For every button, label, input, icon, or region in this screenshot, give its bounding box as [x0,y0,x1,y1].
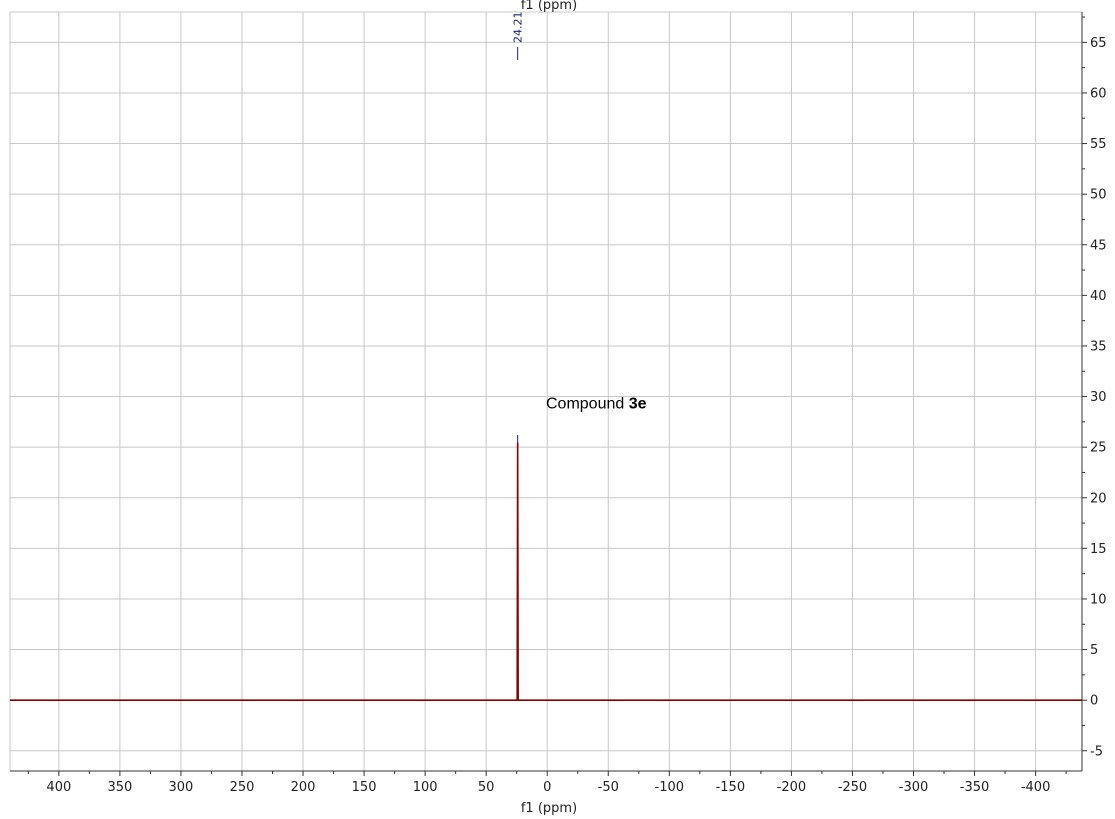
y-axis: ‐5 0 5 10 15 20 25 30 35 40 45 50 55 60 65 [1082,16,1107,759]
x-tick-label: 50 [478,780,495,795]
peak-annotation: 24.21 [512,12,525,444]
x-tick-label: 0 [543,780,551,795]
x-tick-label: 100 [413,780,438,795]
x-tick-label: 300 [169,780,194,795]
spectrum-line [10,442,1082,701]
x-tick-label: ‐400 [1021,780,1051,795]
spectrum-series [10,442,1082,701]
y-tick-label: 50 [1090,188,1107,203]
x-axis-title: f1 (ppm) [521,801,577,816]
x-axis: 400 350 300 250 200 150 100 50 0 ‐50 ‐100 ‐150 ‐200 ‐… [27,771,1067,795]
x-tick-label: ‐100 [655,780,685,795]
top-axis-title: f1 (ppm) [521,0,577,13]
y-tick-label: 15 [1090,542,1107,557]
x-tick-label: 150 [352,780,377,795]
x-tick-label: ‐150 [716,780,746,795]
x-tick-label: 250 [230,780,255,795]
x-tick-label: 200 [291,780,316,795]
x-tick-label: 400 [46,780,71,795]
y-tick-label: 10 [1090,592,1107,607]
y-tick-label: 30 [1090,390,1107,405]
y-tick-label: 35 [1090,339,1107,354]
y-tick-label: 60 [1090,86,1107,101]
grid-lines [10,12,1082,771]
y-tick-label: ‐5 [1090,744,1103,759]
x-tick-label: ‐300 [899,780,929,795]
y-tick-label: 20 [1090,491,1107,506]
x-tick-label: ‐50 [598,780,619,795]
compound-annotation: Compound 3e [546,396,647,413]
x-tick-label: ‐200 [777,780,807,795]
y-tick-label: 45 [1090,238,1107,253]
compound-annotation-id: 3e [629,396,647,413]
peak-label-text: 24.21 [512,12,525,44]
y-tick-label: 55 [1090,137,1107,152]
x-tick-label: ‐250 [838,780,868,795]
y-tick-label: 5 [1090,643,1098,658]
y-tick-label: 65 [1090,36,1107,51]
y-tick-label: 25 [1090,441,1107,456]
y-tick-label: 40 [1090,289,1107,304]
x-tick-label: 350 [107,780,132,795]
plot-frame [9,11,1083,772]
y-tick-label: 0 [1090,694,1098,709]
compound-annotation-prefix: Compound [546,396,629,413]
x-tick-label: ‐350 [960,780,990,795]
